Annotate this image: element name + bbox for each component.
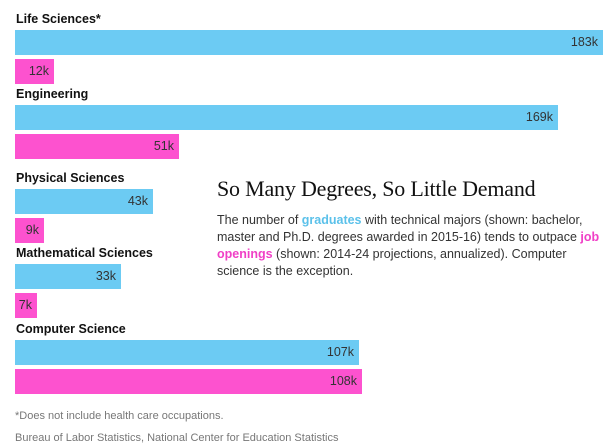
bar-graduates: 107k bbox=[15, 340, 359, 365]
bar-graduates: 169k bbox=[15, 105, 558, 130]
bar-graduates: 183k bbox=[15, 30, 603, 55]
category-label: Mathematical Sciences bbox=[16, 246, 153, 260]
data-label: 169k bbox=[525, 110, 553, 124]
bar-graduates: 43k bbox=[15, 189, 153, 214]
chart-title: So Many Degrees, So Little Demand bbox=[217, 176, 536, 201]
chart-annotation: So Many Degrees, So Little Demand The nu… bbox=[217, 176, 602, 280]
data-label: 33k bbox=[95, 269, 116, 283]
description-text: with technical majors (shown: bachelor, … bbox=[217, 213, 583, 244]
bar-job-openings: 51k bbox=[15, 134, 179, 159]
data-label: 107k bbox=[326, 345, 354, 359]
data-label: 108k bbox=[329, 374, 357, 388]
bar-job-openings: 9k bbox=[15, 218, 44, 243]
data-label: 51k bbox=[153, 139, 174, 153]
bar-graduates: 33k bbox=[15, 264, 121, 289]
legend-graduates: graduates bbox=[301, 213, 362, 227]
category-label: Computer Science bbox=[16, 322, 126, 336]
source-note: Bureau of Labor Statistics, National Cen… bbox=[15, 432, 339, 444]
data-label: 183k bbox=[570, 35, 598, 49]
data-label: 43k bbox=[127, 194, 148, 208]
category-label: Physical Sciences bbox=[16, 171, 125, 185]
data-label: 7k bbox=[18, 298, 32, 312]
description-text: (shown: 2014-24 projections, annualized)… bbox=[217, 247, 567, 278]
bar-job-openings: 7k bbox=[15, 293, 37, 318]
bar-job-openings: 12k bbox=[15, 59, 54, 84]
description-text: The number of bbox=[217, 213, 302, 227]
legend-job-openings: job openings bbox=[217, 230, 600, 261]
bar-job-openings: 108k bbox=[15, 369, 362, 394]
data-label: 12k bbox=[28, 64, 49, 78]
chart-description: The number of graduates with technical m… bbox=[217, 212, 602, 280]
category-label: Engineering bbox=[16, 87, 89, 101]
data-label: 9k bbox=[25, 223, 39, 237]
footnote: *Does not include health care occupation… bbox=[15, 410, 224, 422]
category-label: Life Sciences* bbox=[16, 12, 101, 26]
